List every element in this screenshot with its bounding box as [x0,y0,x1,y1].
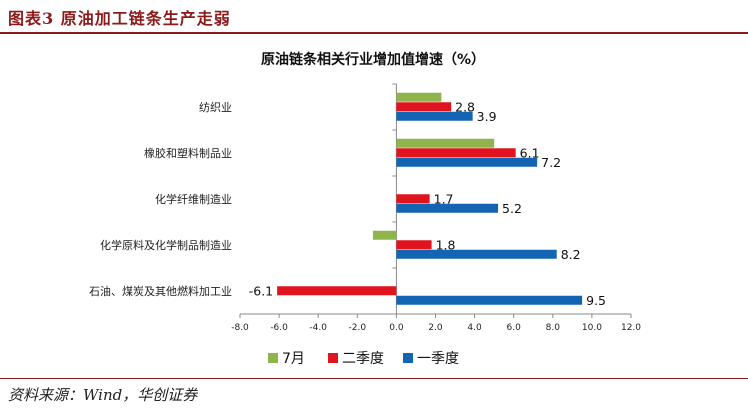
bar [396,148,516,158]
data-label: 3.9 [477,109,497,124]
chart-title: 原油链条相关行业增加值增速（%） [261,51,485,68]
x-tick-label: -6.0 [270,323,288,333]
bar-chart: 原油链条相关行业增加值增速（%） -8.0 -6.0 -4.0 -2.0 0.0 2.0 4.… [89,51,641,367]
bar [396,249,557,259]
category-label: 化学纤维制造业 [155,192,232,206]
legend-label: 一季度 [417,351,459,367]
bar [396,203,499,213]
category-label: 橡胶和塑料制品业 [144,146,232,160]
x-tick-label: 6.0 [507,323,522,333]
figure-footer: 资料来源：Wind，华创证券 [0,378,748,408]
data-label: 1.7 [434,191,454,206]
header-rule [0,32,748,34]
bar [396,240,432,250]
figure-title: 图表3 原油加工链条生产走弱 [8,9,231,28]
bar [396,295,583,305]
category-label: 石油、煤炭及其他燃料加工业 [89,284,232,298]
data-label: 6.1 [520,145,540,160]
x-tick-label: 10.0 [582,323,602,333]
x-tick-label: -2.0 [349,323,367,333]
data-label: 5.2 [502,201,522,216]
x-tick-label: 8.0 [546,323,561,333]
bar [396,92,442,102]
legend-label: 7月 [282,351,305,367]
figure-header: 图表3 原油加工链条生产走弱 [0,0,748,34]
data-label: 8.2 [561,247,581,262]
bar [396,111,473,121]
legend-swatch [328,353,338,363]
x-tick-label: 4.0 [467,323,482,333]
x-tick-label: -8.0 [231,323,249,333]
x-tick-label: 12.0 [621,323,641,333]
bar [396,102,452,112]
data-label: 1.8 [436,237,456,252]
legend-label: 二季度 [342,351,384,367]
legend-swatch [403,353,413,363]
x-tick-label: 0.0 [389,323,404,333]
bar [396,157,538,167]
category-label: 化学原料及化学制品制造业 [100,238,232,252]
category-label: 纺织业 [199,100,232,114]
bar [396,138,495,148]
legend-swatch [268,353,278,363]
data-label: -6.1 [249,283,273,298]
data-label: 9.5 [586,293,606,308]
source-note: 资料来源：Wind，华创证券 [8,386,198,404]
x-tick-label: 2.0 [428,323,443,333]
data-label: 2.8 [455,99,475,114]
bar [277,286,397,296]
footer-rule [0,378,748,379]
bar [396,194,430,204]
bar [372,230,397,240]
x-tick-label: -4.0 [309,323,327,333]
data-label: 7.2 [541,155,561,170]
